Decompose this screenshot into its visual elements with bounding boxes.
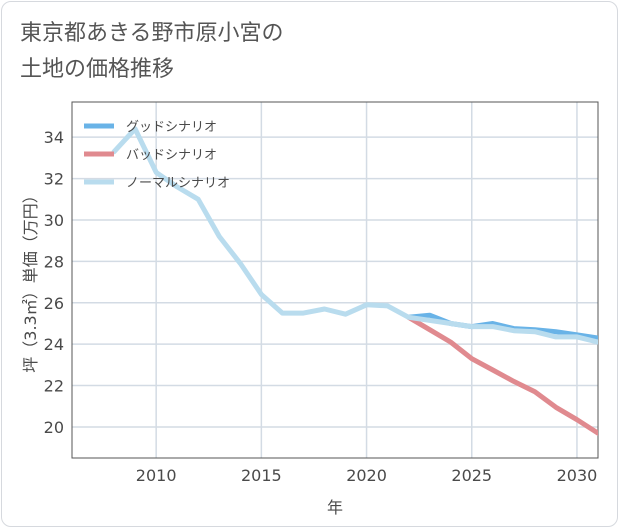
x-tick-label: 2030	[557, 466, 598, 485]
y-tick-label: 20	[44, 418, 64, 437]
chart-title: 東京都あきる野市原小宮の 土地の価格推移	[20, 16, 284, 88]
y-tick-label: 32	[44, 170, 64, 189]
series-line-2	[406, 314, 598, 436]
x-tick-label: 2010	[136, 466, 177, 485]
y-tick-label: 26	[44, 294, 64, 313]
y-tick-label: 22	[44, 377, 64, 396]
y-tick-label: 30	[44, 211, 64, 230]
chart-title-line-1: 東京都あきる野市原小宮の	[20, 21, 284, 46]
x-axis-title: 年	[327, 498, 343, 517]
series-line-3	[111, 126, 598, 345]
series-lines	[111, 126, 598, 436]
y-tick-label: 24	[44, 335, 64, 354]
y-axis-title: 坪（3.3㎡）単価（万円）	[21, 187, 40, 372]
y-tick-label: 34	[44, 128, 64, 147]
x-tick-label: 2025	[451, 466, 492, 485]
grid-lines	[72, 102, 598, 458]
legend-label: バッドシナリオ	[126, 148, 217, 163]
x-tick-label: 2015	[241, 466, 282, 485]
legend-label: グッドシナリオ	[126, 120, 217, 135]
y-tick-label: 28	[44, 252, 64, 271]
legend-label: ノーマルシナリオ	[126, 176, 230, 191]
series-line-1	[406, 312, 598, 341]
tick-labels: 2010 2015 2020 2025 2030 20 22 24 26 28 30 32 34	[44, 128, 598, 485]
plot-frame	[71, 101, 599, 459]
chart-title-line-2: 土地の価格推移	[20, 57, 175, 82]
x-tick-label: 2020	[346, 466, 387, 485]
